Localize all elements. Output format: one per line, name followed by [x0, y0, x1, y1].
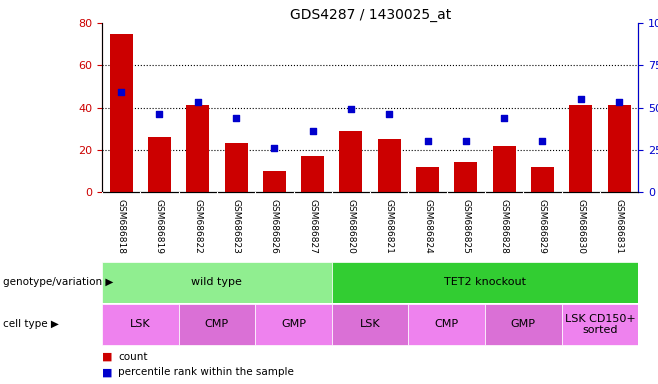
Point [614, 99, 624, 106]
Text: GMP: GMP [281, 319, 306, 329]
Point [422, 138, 433, 144]
Point [231, 114, 241, 121]
Point [537, 138, 547, 144]
Point [307, 128, 318, 134]
Bar [493, 146, 516, 192]
Text: GMP: GMP [511, 319, 536, 329]
Text: CMP: CMP [205, 319, 229, 329]
Bar [378, 139, 401, 192]
Text: GSM686824: GSM686824 [423, 199, 432, 254]
Text: cell type ▶: cell type ▶ [3, 319, 59, 329]
Bar [102, 262, 332, 303]
Bar [531, 167, 554, 192]
Bar [332, 304, 409, 345]
Point [345, 106, 356, 112]
Text: TET2 knockout: TET2 knockout [444, 277, 526, 287]
Bar [224, 144, 247, 192]
Text: GSM686828: GSM686828 [499, 199, 509, 254]
Text: GSM686820: GSM686820 [347, 199, 355, 254]
Text: GSM686826: GSM686826 [270, 199, 279, 254]
Bar [562, 304, 638, 345]
Point [269, 145, 280, 151]
Point [499, 114, 509, 121]
Text: genotype/variation ▶: genotype/variation ▶ [3, 277, 114, 287]
Bar [340, 131, 363, 192]
Text: GSM686823: GSM686823 [232, 199, 241, 254]
Bar [569, 106, 592, 192]
Bar [178, 304, 255, 345]
Bar [186, 106, 209, 192]
Text: LSK CD150+
sorted: LSK CD150+ sorted [565, 314, 636, 335]
Text: GSM686819: GSM686819 [155, 199, 164, 254]
Point [461, 138, 471, 144]
Text: ■: ■ [102, 367, 113, 377]
Bar [301, 156, 324, 192]
Bar [255, 304, 332, 345]
Bar [455, 162, 477, 192]
Text: CMP: CMP [435, 319, 459, 329]
Text: GSM686827: GSM686827 [308, 199, 317, 254]
Bar [416, 167, 439, 192]
Point [116, 89, 126, 95]
Text: GSM686829: GSM686829 [538, 199, 547, 254]
Bar [148, 137, 171, 192]
Text: GSM686822: GSM686822 [193, 199, 202, 254]
Text: count: count [118, 352, 148, 362]
Text: GSM686818: GSM686818 [116, 199, 126, 254]
Point [193, 99, 203, 106]
Text: ■: ■ [102, 352, 113, 362]
Bar [110, 34, 133, 192]
Bar [332, 262, 638, 303]
Bar [607, 106, 630, 192]
Point [576, 96, 586, 102]
Text: percentile rank within the sample: percentile rank within the sample [118, 367, 294, 377]
Title: GDS4287 / 1430025_at: GDS4287 / 1430025_at [290, 8, 451, 22]
Text: GSM686825: GSM686825 [461, 199, 470, 254]
Text: LSK: LSK [130, 319, 151, 329]
Point [154, 111, 164, 118]
Bar [263, 171, 286, 192]
Text: GSM686831: GSM686831 [615, 199, 624, 254]
Text: LSK: LSK [360, 319, 380, 329]
Text: GSM686821: GSM686821 [385, 199, 393, 254]
Bar [102, 304, 178, 345]
Bar [485, 304, 562, 345]
Text: GSM686830: GSM686830 [576, 199, 586, 254]
Point [384, 111, 395, 118]
Text: wild type: wild type [191, 277, 242, 287]
Bar [409, 304, 485, 345]
